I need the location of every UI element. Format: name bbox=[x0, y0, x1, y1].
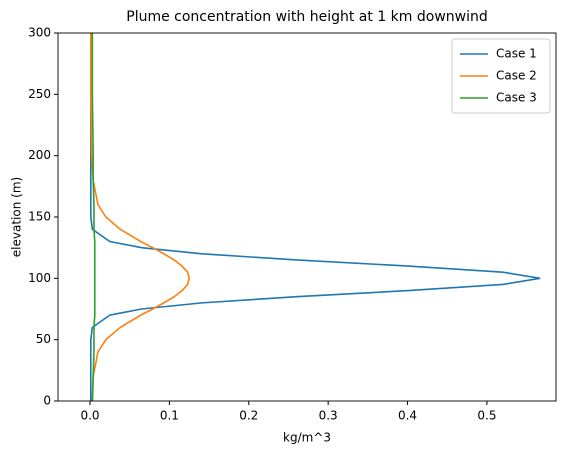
chart-title: Plume concentration with height at 1 km … bbox=[126, 9, 488, 25]
y-tick-label: 50 bbox=[36, 332, 51, 346]
x-tick-label: 0.1 bbox=[160, 409, 179, 423]
y-tick-label: 150 bbox=[28, 210, 51, 224]
plot-frame bbox=[57, 32, 557, 402]
y-tick-label: 200 bbox=[28, 148, 51, 162]
x-tick-label: 0.2 bbox=[239, 409, 258, 423]
x-axis-label: kg/m^3 bbox=[283, 431, 331, 445]
x-tick-label: 0.0 bbox=[80, 409, 99, 423]
data-line bbox=[89, 33, 541, 401]
y-tick-label: 100 bbox=[28, 271, 51, 285]
x-tick-label: 0.5 bbox=[477, 409, 496, 423]
legend-box bbox=[451, 38, 551, 114]
x-tick-label: 0.4 bbox=[398, 409, 417, 423]
x-tick-label: 0.3 bbox=[319, 409, 338, 423]
y-tick-label: 250 bbox=[28, 87, 51, 101]
data-line bbox=[91, 33, 96, 402]
y-tick-label: 0 bbox=[43, 394, 51, 408]
data-line bbox=[89, 33, 191, 402]
y-tick-label: 300 bbox=[28, 26, 51, 40]
y-axis-label: elevation (m) bbox=[10, 177, 24, 257]
legend-label: Case 3 bbox=[496, 91, 537, 105]
legend-label: Case 1 bbox=[496, 47, 537, 61]
legend-label: Case 2 bbox=[496, 69, 537, 83]
